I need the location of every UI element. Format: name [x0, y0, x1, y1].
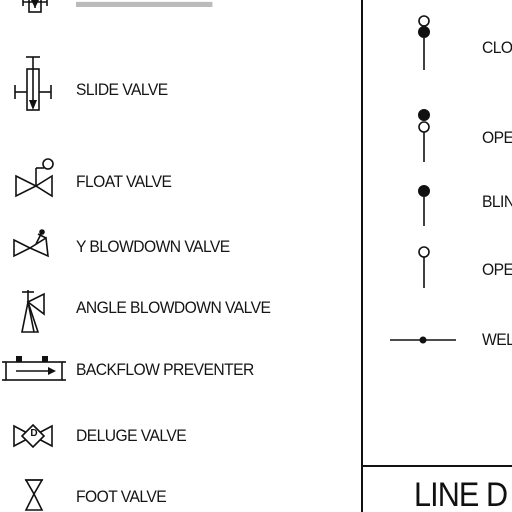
y-blowdown-valve-icon [12, 228, 56, 262]
float-valve-label: FLOAT VALVE [76, 172, 172, 191]
closed-blind-icon [414, 14, 434, 74]
foot-valve-icon [22, 478, 46, 512]
angle-blowdown-valve-icon [20, 288, 54, 334]
open-spacer-icon [414, 244, 434, 290]
float-valve-icon [14, 156, 56, 198]
open-blind-icon [414, 108, 434, 166]
column-divider [361, 0, 363, 512]
heading-divider [361, 465, 512, 467]
blind-flange-label: BLIN [482, 192, 512, 211]
slide-valve-label: SLIDE VALVE [76, 80, 168, 99]
backflow-preventer-label: BACKFLOW PREVENTER [76, 360, 254, 379]
weld-label: WEL [482, 330, 512, 349]
deluge-valve-letter: D [30, 428, 38, 439]
angle-blowdown-valve-label: ANGLE BLOWDOWN VALVE [76, 298, 271, 317]
backflow-preventer-icon [2, 354, 66, 384]
foot-valve-label: FOOT VALVE [76, 487, 167, 506]
open-spacer-label: OPE [482, 260, 512, 279]
weld-icon [390, 332, 456, 348]
slide-valve-icon [12, 55, 52, 117]
deluge-valve-icon [12, 422, 54, 450]
deluge-valve-label: DELUGE VALVE [76, 426, 187, 445]
partial-valve-icon [20, 0, 50, 20]
y-blowdown-valve-label: Y BLOWDOWN VALVE [76, 237, 230, 256]
partial-label: ▬▬▬▬▬▬▬▬▬ [76, 0, 212, 11]
line-designation-heading: LINE D [414, 476, 508, 512]
closed-blind-label: CLO [482, 38, 512, 57]
blind-flange-icon [414, 182, 434, 228]
open-blind-label: OPE [482, 128, 512, 147]
